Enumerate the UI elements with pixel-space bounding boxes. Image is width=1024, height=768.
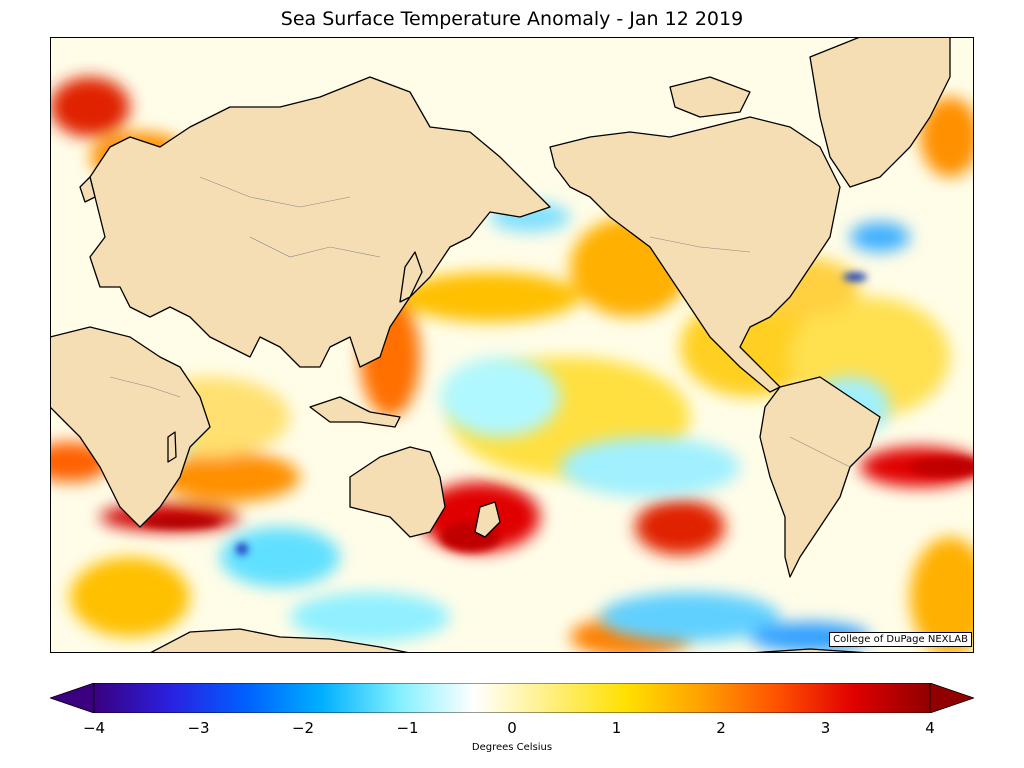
north-america-landmass xyxy=(549,116,841,393)
colorbar-tick-label: −1 xyxy=(396,719,419,737)
australia-landmass xyxy=(349,446,446,538)
arctic-islands xyxy=(669,76,751,118)
colorbar-tick-label: 4 xyxy=(925,719,935,737)
madagascar-island xyxy=(167,431,177,463)
japan-island xyxy=(399,251,423,303)
colorbar-tick-label: 3 xyxy=(820,719,831,737)
map-title: Sea Surface Temperature Anomaly - Jan 12… xyxy=(280,8,744,30)
greenland-landmass xyxy=(809,37,951,188)
colorbar-left-arrow xyxy=(50,683,95,713)
colorbar-right-arrow xyxy=(929,683,974,713)
map-border xyxy=(50,37,974,653)
africa-landmass xyxy=(50,326,211,528)
south-america-landmass xyxy=(759,376,881,578)
sst-anomaly-map xyxy=(50,37,974,653)
colorbar-axis-label: Degrees Celsius xyxy=(471,742,553,753)
colorbar-tick-label: −4 xyxy=(82,719,106,737)
eurasia-landmass xyxy=(89,76,551,368)
colorbar-tick-label: −3 xyxy=(187,719,210,737)
country-borders xyxy=(109,176,851,468)
colorbar-gradient xyxy=(93,683,931,713)
colorbar-tick-label: 1 xyxy=(611,719,622,737)
land-masses xyxy=(50,37,951,653)
colorbar-tick-label: −2 xyxy=(291,719,315,737)
strong-anomalies xyxy=(140,273,974,555)
uk-island xyxy=(79,176,96,203)
colorbar-tick-label: 2 xyxy=(716,719,726,737)
new-zealand-island xyxy=(474,501,501,538)
colorbar-tick-label: 0 xyxy=(507,719,517,737)
colorbar xyxy=(50,683,974,713)
credit-label: College of DuPage NEXLAB xyxy=(829,632,972,647)
indonesia-islands xyxy=(309,396,401,428)
